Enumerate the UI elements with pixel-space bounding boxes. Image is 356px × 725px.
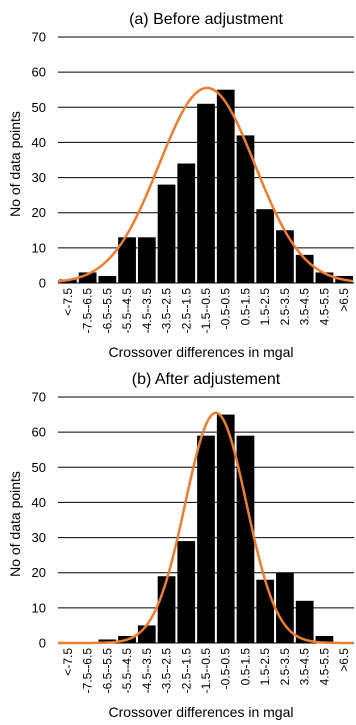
bar--1.5--0.5 bbox=[197, 435, 215, 643]
bar-4.5-5.5 bbox=[315, 635, 334, 643]
y-tick-label: 30 bbox=[32, 170, 46, 185]
x-tick-label: -7.5--6.5 bbox=[81, 648, 95, 694]
y-tick-label: 10 bbox=[32, 240, 46, 255]
chart-after-adjustment: (b) After adjustement 0 10 20 30 40 50 60 70 No o… bbox=[0, 360, 356, 720]
x-axis-label: Crossover differences in mgal bbox=[109, 344, 294, 360]
bar-0.5-1.5 bbox=[236, 135, 255, 283]
y-tick-label: 70 bbox=[32, 390, 46, 405]
x-tick-label: >6.5 bbox=[337, 648, 351, 672]
x-tick-label: -2.5--1.5 bbox=[179, 288, 193, 334]
x-tick-label: <-7.5 bbox=[61, 288, 75, 316]
bar--2.5--1.5 bbox=[177, 541, 196, 643]
y-tick-label: 60 bbox=[32, 65, 46, 80]
bar-4.5-5.5 bbox=[315, 272, 334, 283]
x-tick-label: -4.5--3.5 bbox=[140, 648, 154, 694]
x-tick-label: 1.5-2.5 bbox=[258, 648, 272, 686]
x-tick-label: 4.5-5.5 bbox=[317, 648, 331, 686]
y-axis-label: No of data points bbox=[7, 111, 23, 217]
x-tick-label: 0.5-1.5 bbox=[238, 648, 252, 686]
y-tick-label: 30 bbox=[32, 530, 46, 545]
bar-2.5-3.5 bbox=[276, 572, 294, 643]
chart-a-svg: (a) Before adjustment 0 10 20 30 40 50 60 70 No o… bbox=[7, 11, 354, 360]
x-tick-label: -1.5--0.5 bbox=[199, 648, 213, 694]
x-tick-label: -3.5--2.5 bbox=[160, 648, 174, 694]
x-tick-label: -1.5--0.5 bbox=[199, 288, 213, 334]
x-tick-label: -0.5-0.5 bbox=[219, 288, 233, 330]
x-tick-label: 4.5-5.5 bbox=[317, 288, 331, 326]
y-tick-label: 50 bbox=[32, 460, 46, 475]
y-tick-label: 70 bbox=[32, 30, 46, 45]
x-tick-label: 3.5-4.5 bbox=[298, 288, 312, 326]
x-tick-label: 0.5-1.5 bbox=[238, 288, 252, 326]
x-tick-label: -2.5--1.5 bbox=[179, 648, 193, 694]
x-tick-label: 2.5-3.5 bbox=[278, 288, 292, 326]
y-tick-label: 40 bbox=[32, 495, 46, 510]
x-tick-label: -3.5--2.5 bbox=[160, 288, 174, 334]
chart-before-adjustment: (a) Before adjustment 0 10 20 30 40 50 60 70 No o… bbox=[0, 0, 356, 360]
fit-curve bbox=[57, 86, 354, 283]
y-axis-label: No of data points bbox=[7, 471, 23, 577]
x-tick-label: 2.5-3.5 bbox=[278, 648, 292, 686]
x-tick-label: 3.5-4.5 bbox=[298, 648, 312, 686]
y-tick-label: 50 bbox=[32, 100, 46, 115]
bar--5.5--4.5 bbox=[118, 237, 136, 283]
bar-3.5-4.5 bbox=[295, 600, 314, 643]
bar--4.5--3.5 bbox=[137, 237, 156, 283]
bar--2.5--1.5 bbox=[177, 163, 196, 283]
x-tick-label: -7.5--6.5 bbox=[81, 288, 95, 334]
x-tick-label: -6.5--5.5 bbox=[100, 288, 114, 334]
bar--3.5--2.5 bbox=[157, 184, 176, 283]
y-tick-label: 20 bbox=[32, 565, 46, 580]
x-tick-label: -6.5--5.5 bbox=[100, 648, 114, 694]
bar--7.5--6.5 bbox=[78, 272, 97, 283]
bar-2.5-3.5 bbox=[276, 230, 294, 283]
y-tick-label: 10 bbox=[32, 600, 46, 615]
x-tick-label: 1.5-2.5 bbox=[258, 288, 272, 326]
bar--3.5--2.5 bbox=[157, 576, 176, 643]
bar--1.5--0.5 bbox=[197, 103, 215, 284]
y-tick-label: 40 bbox=[32, 135, 46, 150]
bar-1.5-2.5 bbox=[256, 579, 275, 643]
x-axis-label: Crossover differences in mgal bbox=[109, 704, 294, 720]
bar--0.5-0.5 bbox=[216, 414, 235, 643]
x-tick-label: -4.5--3.5 bbox=[140, 288, 154, 334]
y-tick-label: 0 bbox=[39, 636, 46, 651]
y-tick-label: 20 bbox=[32, 205, 46, 220]
bar-0.5-1.5 bbox=[236, 435, 255, 643]
bar--4.5--3.5 bbox=[137, 625, 156, 643]
x-tick-label: -5.5--4.5 bbox=[120, 288, 134, 334]
bar--6.5--5.5 bbox=[98, 275, 117, 283]
chart-b-svg: (b) After adjustement 0 10 20 30 40 50 60 70 No o… bbox=[7, 371, 354, 720]
chart-title: (a) Before adjustment bbox=[129, 11, 283, 28]
x-tick-label: -0.5-0.5 bbox=[219, 648, 233, 690]
fit-curve bbox=[58, 411, 354, 645]
y-tick-label: 0 bbox=[39, 276, 46, 291]
bar-1.5-2.5 bbox=[256, 209, 275, 283]
x-tick-label: <-7.5 bbox=[61, 648, 75, 676]
x-tick-label: >6.5 bbox=[337, 288, 351, 312]
bar--6.5--5.5 bbox=[98, 639, 117, 643]
chart-title: (b) After adjustement bbox=[132, 371, 281, 388]
bar--0.5-0.5 bbox=[216, 89, 235, 283]
y-tick-label: 60 bbox=[32, 425, 46, 440]
x-tick-label: -5.5--4.5 bbox=[120, 648, 134, 694]
